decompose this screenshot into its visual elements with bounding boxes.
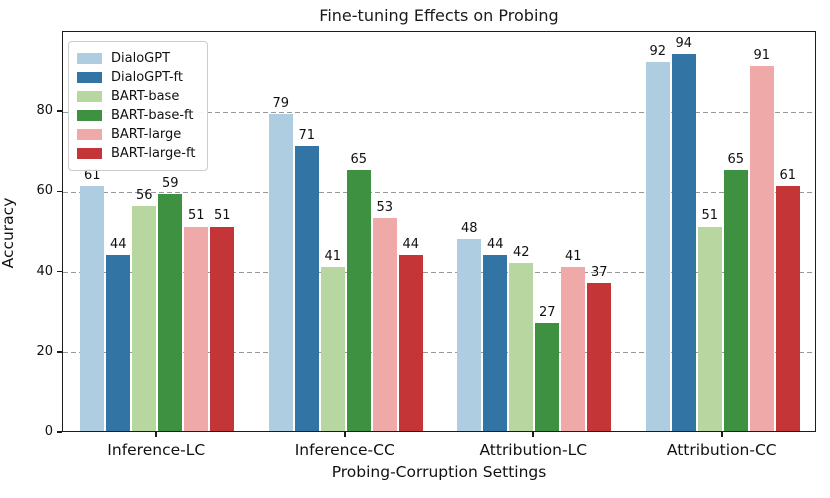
- legend-swatch-BART-large: [77, 129, 102, 140]
- bar-Inference-LC-BART-base: [132, 206, 157, 431]
- legend-item-BART-large-ft: BART-large-ft: [77, 144, 195, 163]
- bar-Attribution-CC-DialoGPT: [645, 62, 670, 431]
- y-tick-label-80: 80: [36, 103, 53, 119]
- bar-value-label-Inference-CC-DialoGPT: 79: [272, 96, 290, 112]
- bar-Inference-LC-BART-base-ft: [158, 194, 183, 431]
- y-tick-mark-80: [57, 110, 62, 112]
- x-tick-mark-Inference-CC: [343, 432, 346, 437]
- legend-swatch-BART-base: [77, 91, 102, 102]
- bar-Inference-LC-DialoGPT: [80, 186, 105, 431]
- bar-value-label-Attribution-LC-DialoGPT: 48: [460, 220, 478, 236]
- bar-value-label-Attribution-CC-BART-large-ft: 61: [779, 168, 797, 184]
- bar-Inference-LC-DialoGPT-ft: [106, 254, 131, 431]
- legend-label-DialoGPT-ft: DialoGPT-ft: [111, 70, 183, 85]
- plot-area: 61 44 56 59 51 51 79 71 41 65 53 44 48 44 42 27 41 37 92 94…: [62, 31, 816, 432]
- y-tick-mark-20: [57, 351, 62, 353]
- bar-value-label-Attribution-CC-BART-large: 91: [753, 48, 771, 64]
- bar-Attribution-CC-BART-base: [697, 226, 722, 431]
- bar-Attribution-LC-DialoGPT-ft: [483, 254, 508, 431]
- bar-value-label-Attribution-CC-BART-base-ft: 65: [727, 152, 745, 168]
- y-tick-mark-60: [57, 190, 62, 193]
- legend-swatch-DialoGPT: [77, 53, 102, 64]
- bar-Attribution-LC-BART-base-ft: [535, 322, 560, 431]
- bar-Attribution-CC-BART-base-ft: [723, 170, 748, 431]
- legend-item-DialoGPT-ft: DialoGPT-ft: [77, 68, 195, 87]
- chart-title: Fine-tuning Effects on Probing: [319, 6, 559, 25]
- bar-Inference-LC-BART-large-ft: [210, 226, 235, 431]
- x-axis-label: Probing-Corruption Settings: [331, 463, 547, 481]
- gridline-y-80: [63, 111, 815, 113]
- bar-value-label-Inference-CC-DialoGPT-ft: 71: [298, 128, 316, 144]
- legend-swatch-BART-base-ft: [77, 110, 102, 121]
- legend-item-BART-base-ft: BART-base-ft: [77, 106, 195, 125]
- bar-Attribution-LC-BART-large: [561, 266, 586, 431]
- bar-value-label-Attribution-LC-BART-large-ft: 37: [590, 264, 608, 280]
- bar-Inference-LC-BART-large: [184, 226, 209, 431]
- bar-Attribution-CC-BART-large: [749, 66, 774, 431]
- bar-Inference-CC-DialoGPT: [268, 114, 293, 431]
- y-tick-label-60: 60: [36, 183, 53, 199]
- legend-label-BART-base-ft: BART-base-ft: [111, 108, 194, 123]
- legend-item-BART-large: BART-large: [77, 125, 195, 144]
- y-tick-mark-0: [57, 431, 62, 433]
- x-tick-mark-Attribution-LC: [532, 432, 535, 437]
- legend: DialoGPT DialoGPT-ft BART-base BART-base-ft…: [68, 41, 209, 171]
- x-tick-label-Inference-CC: Inference-CC: [294, 441, 395, 459]
- bar-Inference-CC-BART-large-ft: [398, 254, 423, 431]
- bar-value-label-Inference-LC-DialoGPT: 61: [83, 168, 101, 184]
- bar-Attribution-LC-BART-base: [509, 262, 534, 431]
- bar-value-label-Inference-CC-BART-base-ft: 65: [350, 152, 368, 168]
- bar-Inference-CC-BART-base-ft: [346, 170, 371, 431]
- x-tick-mark-Attribution-CC: [720, 432, 723, 437]
- bar-Attribution-LC-DialoGPT: [457, 238, 482, 431]
- y-tick-label-40: 40: [36, 263, 53, 279]
- x-tick-label-Attribution-LC: Attribution-LC: [479, 441, 588, 459]
- bar-Inference-CC-BART-base: [320, 266, 345, 431]
- bar-Attribution-CC-DialoGPT-ft: [671, 54, 696, 431]
- legend-label-BART-large: BART-large: [111, 127, 182, 142]
- bar-value-label-Attribution-CC-BART-base: 51: [701, 208, 719, 224]
- bar-value-label-Attribution-LC-DialoGPT-ft: 44: [486, 236, 504, 252]
- legend-label-BART-large-ft: BART-large-ft: [111, 146, 196, 161]
- bar-value-label-Attribution-LC-BART-base-ft: 27: [538, 304, 556, 320]
- x-tick-mark-Inference-LC: [155, 432, 158, 437]
- legend-item-BART-base: BART-base: [77, 87, 195, 106]
- gridline-y-60: [63, 191, 815, 193]
- bar-value-label-Inference-LC-BART-base: 56: [135, 188, 153, 204]
- legend-label-DialoGPT: DialoGPT: [111, 51, 171, 66]
- bar-value-label-Attribution-LC-BART-base: 42: [512, 244, 530, 260]
- bar-value-label-Inference-CC-BART-large: 53: [376, 200, 394, 216]
- bar-value-label-Attribution-LC-BART-large: 41: [564, 248, 582, 264]
- legend-swatch-DialoGPT-ft: [77, 72, 102, 83]
- legend-label-BART-base: BART-base: [111, 89, 180, 104]
- bar-value-label-Inference-LC-BART-large-ft: 51: [213, 208, 231, 224]
- bar-Inference-CC-BART-large: [372, 218, 397, 431]
- bar-value-label-Inference-CC-BART-base: 41: [324, 248, 342, 264]
- bar-value-label-Attribution-CC-DialoGPT: 92: [649, 44, 667, 60]
- gridline-y-40: [63, 272, 815, 274]
- gridline-y-20: [63, 352, 815, 354]
- bar-value-label-Inference-LC-BART-base-ft: 59: [161, 176, 179, 192]
- legend-item-DialoGPT: DialoGPT: [77, 49, 195, 68]
- bar-value-label-Attribution-CC-DialoGPT-ft: 94: [675, 36, 693, 52]
- y-axis-label: Accuracy: [0, 197, 17, 269]
- bar-Attribution-CC-BART-large-ft: [775, 186, 800, 431]
- bar-Attribution-LC-BART-large-ft: [587, 282, 612, 431]
- x-tick-label-Attribution-CC: Attribution-CC: [666, 441, 777, 459]
- bar-value-label-Inference-LC-BART-large: 51: [187, 208, 205, 224]
- bar-value-label-Inference-CC-BART-large-ft: 44: [402, 236, 420, 252]
- legend-swatch-BART-large-ft: [77, 148, 102, 159]
- y-tick-mark-40: [57, 270, 62, 273]
- x-tick-label-Inference-LC: Inference-LC: [107, 441, 206, 459]
- bar-Inference-CC-DialoGPT-ft: [294, 146, 319, 431]
- y-tick-label-0: 0: [44, 424, 53, 439]
- bar-value-label-Inference-LC-DialoGPT-ft: 44: [109, 236, 127, 252]
- y-tick-label-20: 20: [36, 343, 53, 359]
